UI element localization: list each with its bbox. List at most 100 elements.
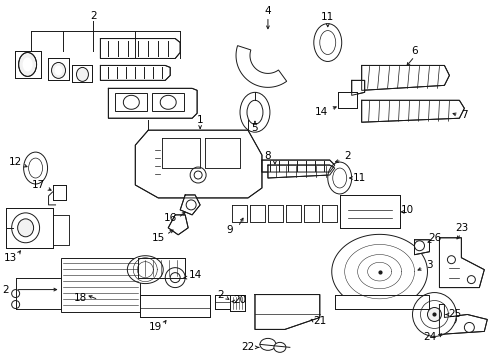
Polygon shape xyxy=(303,205,318,222)
Polygon shape xyxy=(229,294,244,311)
Text: 17: 17 xyxy=(32,180,45,190)
Ellipse shape xyxy=(170,273,180,283)
Text: 18: 18 xyxy=(74,293,87,302)
Ellipse shape xyxy=(420,301,447,328)
Text: 1: 1 xyxy=(196,115,203,125)
Ellipse shape xyxy=(240,92,269,132)
Ellipse shape xyxy=(427,307,441,321)
Polygon shape xyxy=(52,185,65,200)
Text: 2: 2 xyxy=(216,289,223,300)
Text: 11: 11 xyxy=(321,12,334,22)
Text: 9: 9 xyxy=(226,225,233,235)
Polygon shape xyxy=(204,138,240,168)
Ellipse shape xyxy=(414,241,424,251)
Polygon shape xyxy=(351,80,364,95)
Text: 21: 21 xyxy=(312,316,326,327)
Ellipse shape xyxy=(194,171,202,179)
Text: 3: 3 xyxy=(425,260,432,270)
Text: 4: 4 xyxy=(264,6,271,15)
Polygon shape xyxy=(180,195,200,215)
Polygon shape xyxy=(285,205,300,222)
Ellipse shape xyxy=(327,162,351,194)
Polygon shape xyxy=(127,256,163,284)
Text: 7: 7 xyxy=(460,110,467,120)
Text: 6: 6 xyxy=(410,45,417,55)
Polygon shape xyxy=(52,215,68,245)
Text: 24: 24 xyxy=(422,332,435,342)
Polygon shape xyxy=(108,88,197,118)
Ellipse shape xyxy=(23,152,47,184)
Ellipse shape xyxy=(19,53,37,76)
Text: 2: 2 xyxy=(344,151,350,161)
Polygon shape xyxy=(162,138,200,168)
Text: 12: 12 xyxy=(9,157,22,167)
Polygon shape xyxy=(334,294,428,310)
Polygon shape xyxy=(6,208,52,248)
Ellipse shape xyxy=(12,289,20,298)
Text: 15: 15 xyxy=(151,233,164,243)
Polygon shape xyxy=(414,240,428,255)
Polygon shape xyxy=(138,258,185,278)
Ellipse shape xyxy=(260,338,275,350)
Text: 10: 10 xyxy=(400,205,413,215)
Polygon shape xyxy=(100,39,180,58)
Polygon shape xyxy=(361,100,464,122)
Polygon shape xyxy=(439,238,483,288)
Text: 11: 11 xyxy=(352,173,366,183)
Ellipse shape xyxy=(18,219,34,237)
Ellipse shape xyxy=(412,293,455,336)
Polygon shape xyxy=(262,160,334,172)
Ellipse shape xyxy=(22,58,33,71)
Polygon shape xyxy=(439,305,487,334)
Ellipse shape xyxy=(332,168,346,188)
Ellipse shape xyxy=(51,62,65,78)
Ellipse shape xyxy=(313,24,341,62)
Polygon shape xyxy=(339,195,399,228)
Polygon shape xyxy=(267,165,334,178)
Ellipse shape xyxy=(29,158,42,178)
Polygon shape xyxy=(236,46,286,87)
Ellipse shape xyxy=(12,301,20,309)
Text: 19: 19 xyxy=(148,323,162,332)
Polygon shape xyxy=(232,205,246,222)
Polygon shape xyxy=(337,92,356,108)
Polygon shape xyxy=(15,50,41,78)
Polygon shape xyxy=(168,215,188,235)
Polygon shape xyxy=(249,205,264,222)
Polygon shape xyxy=(331,234,427,309)
Text: 20: 20 xyxy=(233,294,246,305)
Text: 14: 14 xyxy=(314,107,328,117)
Text: 5: 5 xyxy=(251,123,258,133)
Ellipse shape xyxy=(12,213,40,243)
Ellipse shape xyxy=(246,100,263,124)
Text: 14: 14 xyxy=(188,270,202,280)
Ellipse shape xyxy=(165,268,185,288)
Text: 16: 16 xyxy=(163,213,177,223)
Text: 22: 22 xyxy=(241,342,254,352)
Ellipse shape xyxy=(190,167,205,183)
Text: 8: 8 xyxy=(264,151,271,161)
Text: 26: 26 xyxy=(427,233,440,243)
Polygon shape xyxy=(254,294,319,329)
Ellipse shape xyxy=(319,31,335,54)
Text: 13: 13 xyxy=(4,253,17,263)
Text: 23: 23 xyxy=(454,223,467,233)
Ellipse shape xyxy=(447,256,454,264)
Polygon shape xyxy=(72,66,92,82)
Polygon shape xyxy=(361,66,448,90)
Text: 25: 25 xyxy=(447,310,460,319)
Text: 2: 2 xyxy=(2,284,9,294)
Bar xyxy=(61,258,140,312)
Ellipse shape xyxy=(273,342,285,352)
Bar xyxy=(152,93,184,111)
Polygon shape xyxy=(140,294,210,318)
Ellipse shape xyxy=(446,315,455,324)
Bar xyxy=(115,93,147,111)
Polygon shape xyxy=(100,66,170,80)
Ellipse shape xyxy=(76,67,88,81)
Polygon shape xyxy=(215,294,229,310)
Ellipse shape xyxy=(186,200,196,210)
Polygon shape xyxy=(47,58,68,80)
Text: 2: 2 xyxy=(90,11,97,21)
Polygon shape xyxy=(321,205,336,222)
